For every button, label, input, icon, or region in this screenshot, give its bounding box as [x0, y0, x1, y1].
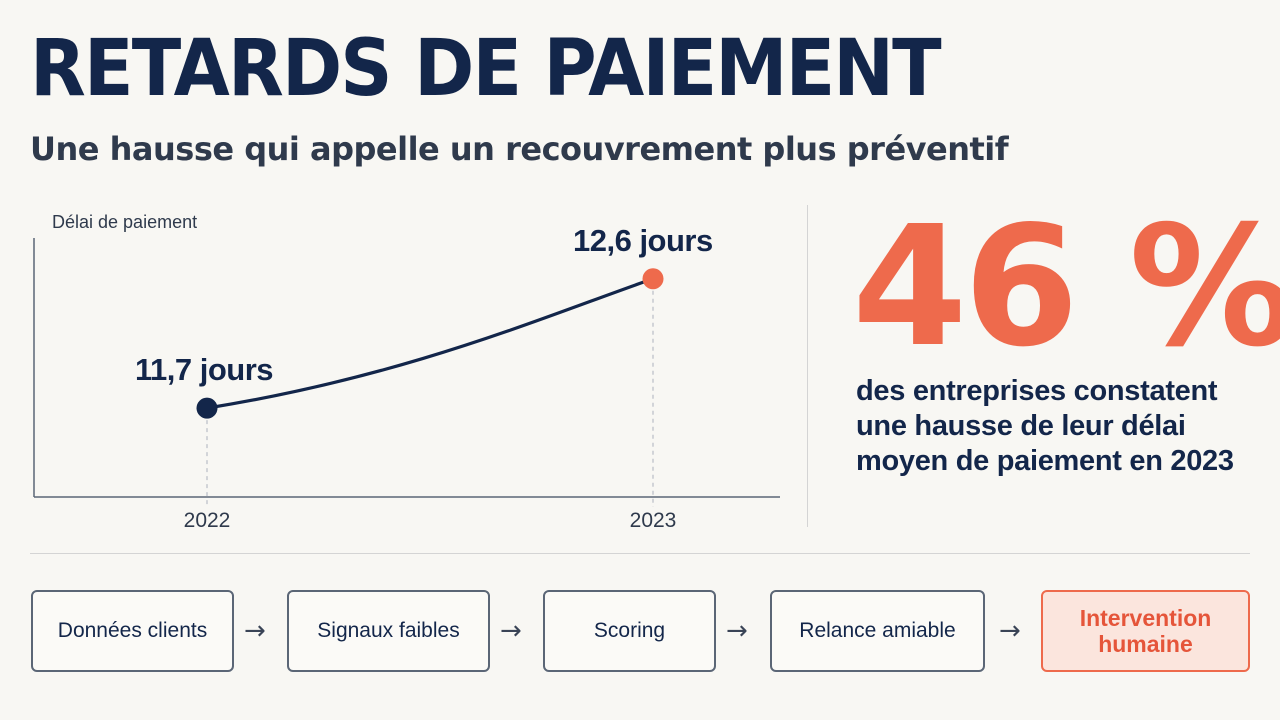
data-point-2022 — [196, 397, 218, 419]
flow-step-intervention-humaine: Intervention humaine — [1041, 590, 1250, 672]
page-title: RETARDS DE PAIEMENT — [30, 24, 942, 114]
series-line — [205, 277, 655, 410]
y-axis-label: Délai de paiement — [52, 212, 197, 232]
flow-step-label: Données clients — [57, 619, 208, 642]
arrow-right-icon: → — [500, 616, 522, 646]
flow-step-label-line: humaine — [1098, 631, 1193, 657]
chart-svg: Délai de paiement 11,7 jours 12,6 jours 202… — [33, 212, 780, 532]
x-tick-label-2023: 2023 — [630, 509, 677, 532]
flow-step-donnees-clients: Données clients — [31, 590, 234, 672]
stat-percentage: 46 % — [852, 191, 1280, 384]
page-subtitle: Une hausse qui appelle un recouvrement p… — [30, 130, 1009, 168]
data-label-2023: 12,6 jours — [573, 223, 713, 258]
flow-step-label: Intervention humaine — [1080, 605, 1212, 657]
flow-step-label: Scoring — [593, 619, 666, 642]
flow-step-scoring: Scoring — [543, 590, 716, 672]
flow-step-label: Signaux faibles — [317, 619, 460, 642]
flow-step-signaux-faibles: Signaux faibles — [287, 590, 490, 672]
data-point-2023 — [642, 268, 664, 290]
payment-delay-chart: Délai de paiement 11,7 jours 12,6 jours 202… — [0, 190, 800, 540]
data-label-2022: 11,7 jours — [135, 352, 273, 387]
x-tick-label-2022: 2022 — [184, 509, 231, 532]
stat-description: des entreprises constatent une hausse de… — [856, 375, 1234, 477]
flow-step-label-line: Intervention — [1079, 605, 1212, 631]
flow-step-label: Relance amiable — [799, 619, 956, 642]
arrow-right-icon: → — [244, 616, 266, 646]
flow-step-relance-amiable: Relance amiable — [770, 590, 985, 672]
arrow-right-icon: → — [999, 616, 1021, 646]
arrow-right-icon: → — [726, 616, 748, 646]
vertical-divider — [807, 205, 808, 527]
horizontal-divider — [30, 553, 1250, 554]
